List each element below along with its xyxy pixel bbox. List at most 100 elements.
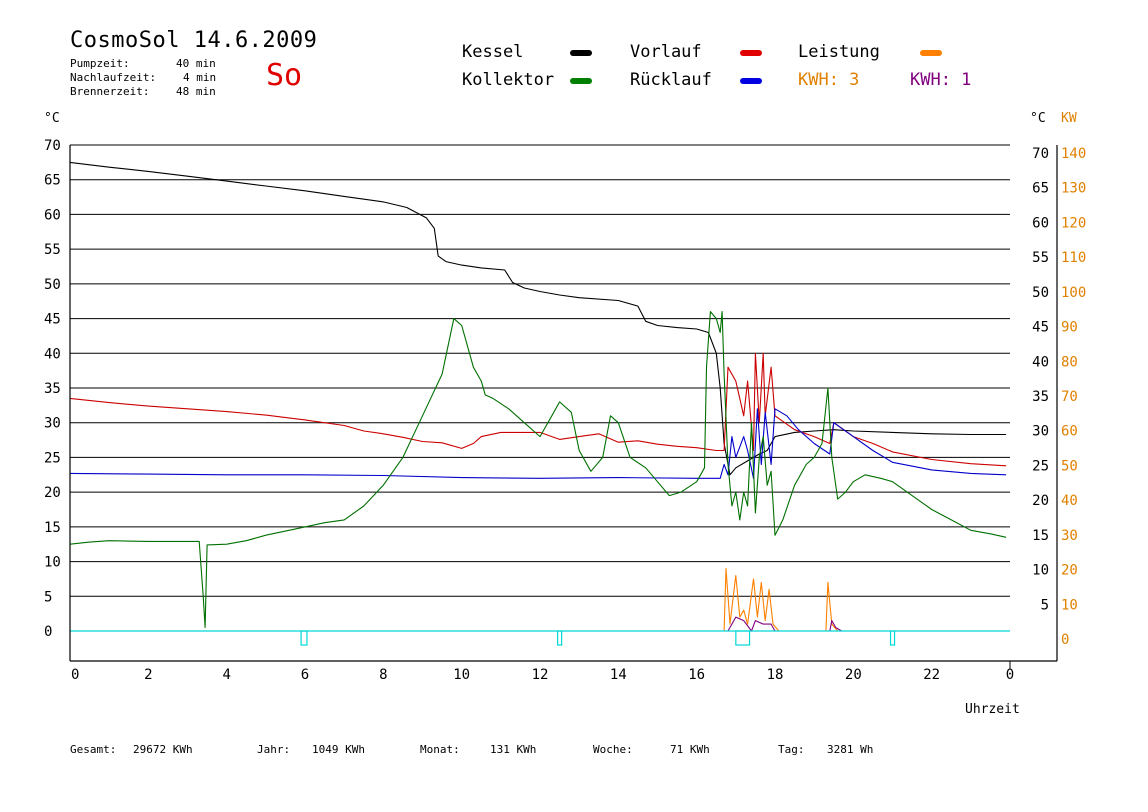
y-tick-right-kw: 50 <box>1061 458 1078 474</box>
y-tick-left: 10 <box>44 555 61 571</box>
info-brennerzeit-label: Brennerzeit: <box>70 85 150 98</box>
y-tick-left: 35 <box>44 381 61 397</box>
y-tick-right-c: 45 <box>1032 320 1049 336</box>
right-axis-unit-kw: KW <box>1061 111 1077 126</box>
info-pumpzeit-label: Pumpzeit: <box>70 57 130 70</box>
footer-jahr-value: 1049 KWh <box>312 743 365 756</box>
tick-labels: 0510152025303540455055606570510152025303… <box>44 138 1086 683</box>
y-tick-left: 20 <box>44 485 61 501</box>
footer-gesamt-label: Gesamt: <box>70 743 117 756</box>
right-axis-unit-c: °C <box>1030 111 1046 126</box>
legend-ruecklauf-swatch <box>740 78 762 84</box>
y-tick-right-kw: 140 <box>1061 146 1086 162</box>
y-tick-right-kw: 60 <box>1061 424 1078 440</box>
y-tick-right-kw: 70 <box>1061 389 1078 405</box>
footer-monat-value: 131 KWh <box>490 743 537 756</box>
y-tick-left: 25 <box>44 450 61 466</box>
y-tick-right-kw: 90 <box>1061 320 1078 336</box>
y-tick-right-kw: 110 <box>1061 250 1086 266</box>
y-tick-right-c: 35 <box>1032 389 1049 405</box>
series-leistung <box>70 567 1010 632</box>
legend-vorlauf-swatch <box>740 50 762 56</box>
y-tick-left: 40 <box>44 346 61 362</box>
y-tick-right-c: 70 <box>1032 146 1049 162</box>
weekday-label: So <box>266 58 303 93</box>
series-rücklauf <box>69 408 1007 479</box>
x-tick: 8 <box>379 667 387 683</box>
y-tick-right-c: 50 <box>1032 285 1049 301</box>
x-tick: 16 <box>688 667 705 683</box>
y-tick-right-c: 15 <box>1032 528 1049 544</box>
series-lines <box>69 161 1010 632</box>
y-tick-right-c: 10 <box>1032 563 1049 579</box>
y-tick-left: 5 <box>44 589 52 605</box>
y-tick-right-kw: 10 <box>1061 597 1078 613</box>
x-tick: 20 <box>845 667 862 683</box>
footer-woche-value: 71 KWh <box>670 743 710 756</box>
x-axis-label: Uhrzeit <box>965 702 1020 717</box>
x-tick: 2 <box>144 667 152 683</box>
x-tick: 12 <box>532 667 549 683</box>
y-tick-right-c: 30 <box>1032 424 1049 440</box>
x-tick: 0 <box>1006 667 1014 683</box>
series-vorlauf <box>69 352 1007 467</box>
info-nachlaufzeit-label: Nachlaufzeit: <box>70 71 157 84</box>
pump-run-marker <box>735 630 751 646</box>
footer-gesamt-value: 29672 KWh <box>133 743 193 756</box>
y-tick-right-c: 40 <box>1032 354 1049 370</box>
pump-run-marker <box>557 630 563 646</box>
legend-vorlauf-label: Vorlauf <box>630 42 702 62</box>
legend-ruecklauf-label: Rücklauf <box>630 70 712 90</box>
y-tick-right-kw: 0 <box>1061 632 1069 648</box>
axes <box>69 145 1058 669</box>
y-tick-right-kw: 130 <box>1061 181 1086 197</box>
y-tick-left: 30 <box>44 416 61 432</box>
pump-markers <box>300 630 896 646</box>
y-tick-right-c: 65 <box>1032 181 1049 197</box>
chart-title: CosmoSol 14.6.2009 <box>70 28 318 53</box>
y-tick-right-kw: 100 <box>1061 285 1086 301</box>
pump-run-marker <box>300 630 308 646</box>
series-kollektor <box>69 311 1007 629</box>
y-tick-left: 0 <box>44 624 52 640</box>
info-nachlaufzeit-value: 4 min <box>183 71 217 84</box>
x-tick: 18 <box>767 667 784 683</box>
footer-tag-label: Tag: <box>778 743 805 756</box>
left-axis-unit: °C <box>44 111 60 126</box>
footer-tag-value: 3281 Wh <box>827 743 874 756</box>
y-tick-left: 70 <box>44 138 61 154</box>
legend-kessel-label: Kessel <box>462 42 524 62</box>
y-tick-left: 60 <box>44 207 61 223</box>
legend-kollektor-label: Kollektor <box>462 70 555 90</box>
y-tick-right-kw: 20 <box>1061 563 1078 579</box>
footer-woche-label: Woche: <box>593 743 633 756</box>
y-tick-right-kw: 80 <box>1061 354 1078 370</box>
y-tick-left: 45 <box>44 312 61 328</box>
y-tick-left: 55 <box>44 242 61 258</box>
x-tick: 10 <box>453 667 470 683</box>
y-tick-left: 15 <box>44 520 61 536</box>
y-tick-right-kw: 120 <box>1061 215 1086 231</box>
pump-run-marker <box>889 630 896 646</box>
x-tick: 0 <box>71 667 79 683</box>
legend-kwh-orange: KWH: 3 <box>798 70 860 90</box>
legend-kwh-purple: KWH: 1 <box>910 70 972 90</box>
y-tick-right-c: 5 <box>1041 597 1049 613</box>
y-tick-left: 65 <box>44 173 61 189</box>
legend-kessel-swatch <box>570 50 592 56</box>
y-tick-right-c: 25 <box>1032 458 1049 474</box>
y-tick-right-kw: 30 <box>1061 528 1078 544</box>
legend-leistung-label: Leistung <box>798 42 880 62</box>
x-tick: 6 <box>301 667 309 683</box>
grid-lines <box>70 144 1010 597</box>
y-tick-right-kw: 40 <box>1061 493 1078 509</box>
y-tick-right-c: 60 <box>1032 215 1049 231</box>
footer-jahr-label: Jahr: <box>257 743 291 756</box>
y-tick-right-c: 55 <box>1032 250 1049 266</box>
x-tick: 22 <box>923 667 940 683</box>
y-tick-right-c: 20 <box>1032 493 1049 509</box>
y-tick-left: 50 <box>44 277 61 293</box>
x-tick: 4 <box>222 667 230 683</box>
x-tick: 14 <box>610 667 627 683</box>
